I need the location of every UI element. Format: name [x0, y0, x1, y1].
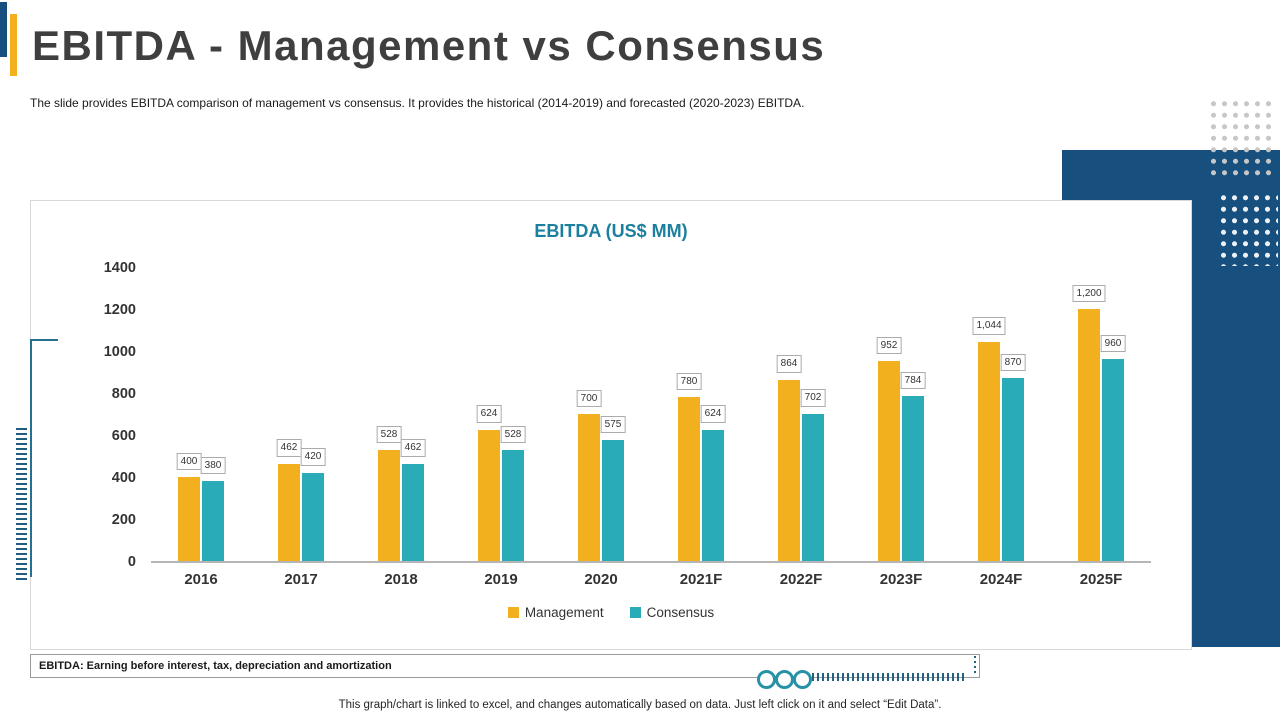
legend-label-consensus: Consensus — [646, 605, 715, 620]
bar-management-2022F — [778, 379, 800, 561]
left-bracket-vertical-line — [30, 339, 32, 577]
bar-management-2021F — [678, 397, 700, 561]
x-label-2021F: 2021F — [679, 571, 723, 588]
bar-value-management-2017: 462 — [276, 439, 302, 457]
bar-consensus-2023F — [902, 396, 924, 561]
gray-dots-pattern — [1208, 98, 1274, 180]
x-label-2018: 2018 — [384, 571, 418, 588]
bar-consensus-2020 — [602, 440, 624, 561]
bar-value-management-2019: 624 — [476, 405, 502, 423]
bar-value-consensus-2017: 420 — [300, 448, 326, 466]
white-dots-pattern — [1218, 192, 1278, 266]
bar-group-2022F: 864 702 2022F — [751, 267, 851, 588]
bar-group-2020: 700 575 2020 — [551, 267, 651, 588]
x-label-2023F: 2023F — [879, 571, 923, 588]
page-title: EBITDA - Management vs Consensus — [32, 22, 826, 69]
bar-value-consensus-2020: 575 — [600, 415, 626, 434]
y-tick-1400: 1400 — [103, 260, 136, 276]
bar-value-consensus-2019: 528 — [500, 425, 526, 444]
bar-management-2018 — [378, 450, 400, 561]
legend-swatch-management — [507, 607, 519, 618]
bar-group-2018: 528 462 2018 — [351, 267, 451, 588]
decorative-circle-3 — [793, 670, 812, 689]
x-label-2024F: 2024F — [979, 571, 1023, 588]
x-label-2017: 2017 — [284, 571, 318, 588]
bar-consensus-2025F — [1102, 359, 1124, 561]
x-label-2022F: 2022F — [779, 571, 823, 588]
navy-edge-accent-bar — [0, 2, 7, 57]
legend-label-management: Management — [524, 605, 604, 620]
dashed-line-band — [812, 673, 967, 681]
bar-value-consensus-2022F: 702 — [800, 389, 826, 407]
footnote-text: EBITDA: Earning before interest, tax, de… — [39, 660, 392, 672]
x-label-2025F: 2025F — [1079, 571, 1123, 588]
bar-group-2021F: 780 624 2021F — [651, 267, 751, 588]
x-label-2020: 2020 — [584, 571, 618, 588]
left-hatch-strip — [16, 428, 27, 580]
bar-value-consensus-2018: 462 — [400, 439, 426, 457]
bar-management-2023F — [878, 361, 900, 561]
bar-consensus-2022F — [802, 413, 824, 561]
bar-consensus-2017 — [302, 472, 324, 561]
legend-item-management: Management — [507, 605, 604, 620]
x-label-2019: 2019 — [484, 571, 518, 588]
yellow-accent-bar — [10, 14, 17, 76]
plot-area: 0 200 400 600 800 1000 1200 1400 400 380 2016 462 42… — [104, 260, 1151, 588]
bar-consensus-2024F — [1002, 378, 1024, 561]
chart-title: EBITDA (US$ MM) — [534, 221, 688, 241]
legend-item-consensus: Consensus — [629, 605, 715, 620]
bar-management-2020 — [578, 414, 600, 561]
chart-legend: Management Consensus — [31, 605, 1191, 620]
y-tick-200: 200 — [111, 512, 136, 528]
bar-value-consensus-2024F: 870 — [1000, 353, 1026, 372]
bar-consensus-2021F — [702, 429, 724, 561]
ebitda-chart-object[interactable]: EBITDA (US$ MM) 0 200 400 600 800 1000 1200 140… — [30, 200, 1192, 650]
bar-value-management-2021F: 780 — [676, 372, 702, 391]
bar-value-consensus-2025F: 960 — [1100, 334, 1126, 353]
edit-data-caption: This graph/chart is linked to excel, and… — [338, 699, 942, 711]
bar-group-2023F: 952 784 2023F — [851, 267, 951, 588]
bar-consensus-2018 — [402, 463, 424, 561]
bar-value-management-2023F: 952 — [876, 336, 902, 355]
y-tick-1000: 1000 — [103, 344, 136, 360]
bar-group-2019: 624 528 2019 — [451, 267, 551, 588]
bar-group-2024F: 1,044 870 2024F — [951, 267, 1051, 588]
y-tick-1200: 1200 — [103, 302, 136, 318]
bar-management-2025F — [1078, 309, 1100, 561]
bar-value-management-2018: 528 — [376, 425, 402, 444]
y-tick-800: 800 — [111, 386, 136, 402]
bar-consensus-2016 — [202, 481, 224, 561]
x-label-2016: 2016 — [184, 571, 218, 588]
bar-group-2016: 400 380 2016 — [151, 267, 251, 588]
bar-management-2016 — [178, 477, 200, 561]
bar-value-management-2022F: 864 — [776, 355, 802, 373]
bar-management-2019 — [478, 429, 500, 561]
y-tick-400: 400 — [111, 470, 136, 486]
bar-consensus-2019 — [502, 450, 524, 561]
left-bracket-horizontal-line — [30, 339, 58, 341]
bar-group-2017: 462 420 2017 — [251, 267, 351, 588]
bar-value-consensus-2021F: 624 — [700, 405, 726, 423]
bar-value-consensus-2016: 380 — [200, 456, 226, 475]
legend-swatch-consensus — [629, 607, 641, 618]
bar-value-management-2024F: 1,044 — [972, 317, 1006, 335]
decorative-circle-2 — [775, 670, 794, 689]
y-tick-600: 600 — [111, 428, 136, 444]
bar-group-2025F: 1,200 960 2025F — [1051, 267, 1151, 588]
bar-value-management-2020: 700 — [576, 389, 602, 407]
bar-value-consensus-2023F: 784 — [900, 371, 926, 390]
dashed-line-vertical-connector — [974, 656, 976, 674]
decorative-circle-1 — [757, 670, 776, 689]
bar-value-management-2016: 400 — [176, 452, 202, 470]
bar-management-2024F — [978, 341, 1000, 561]
y-tick-0: 0 — [127, 554, 136, 570]
bar-value-management-2025F: 1,200 — [1072, 284, 1106, 302]
bar-management-2017 — [278, 463, 300, 561]
slide-subtitle: The slide provides EBITDA comparison of … — [30, 96, 805, 110]
